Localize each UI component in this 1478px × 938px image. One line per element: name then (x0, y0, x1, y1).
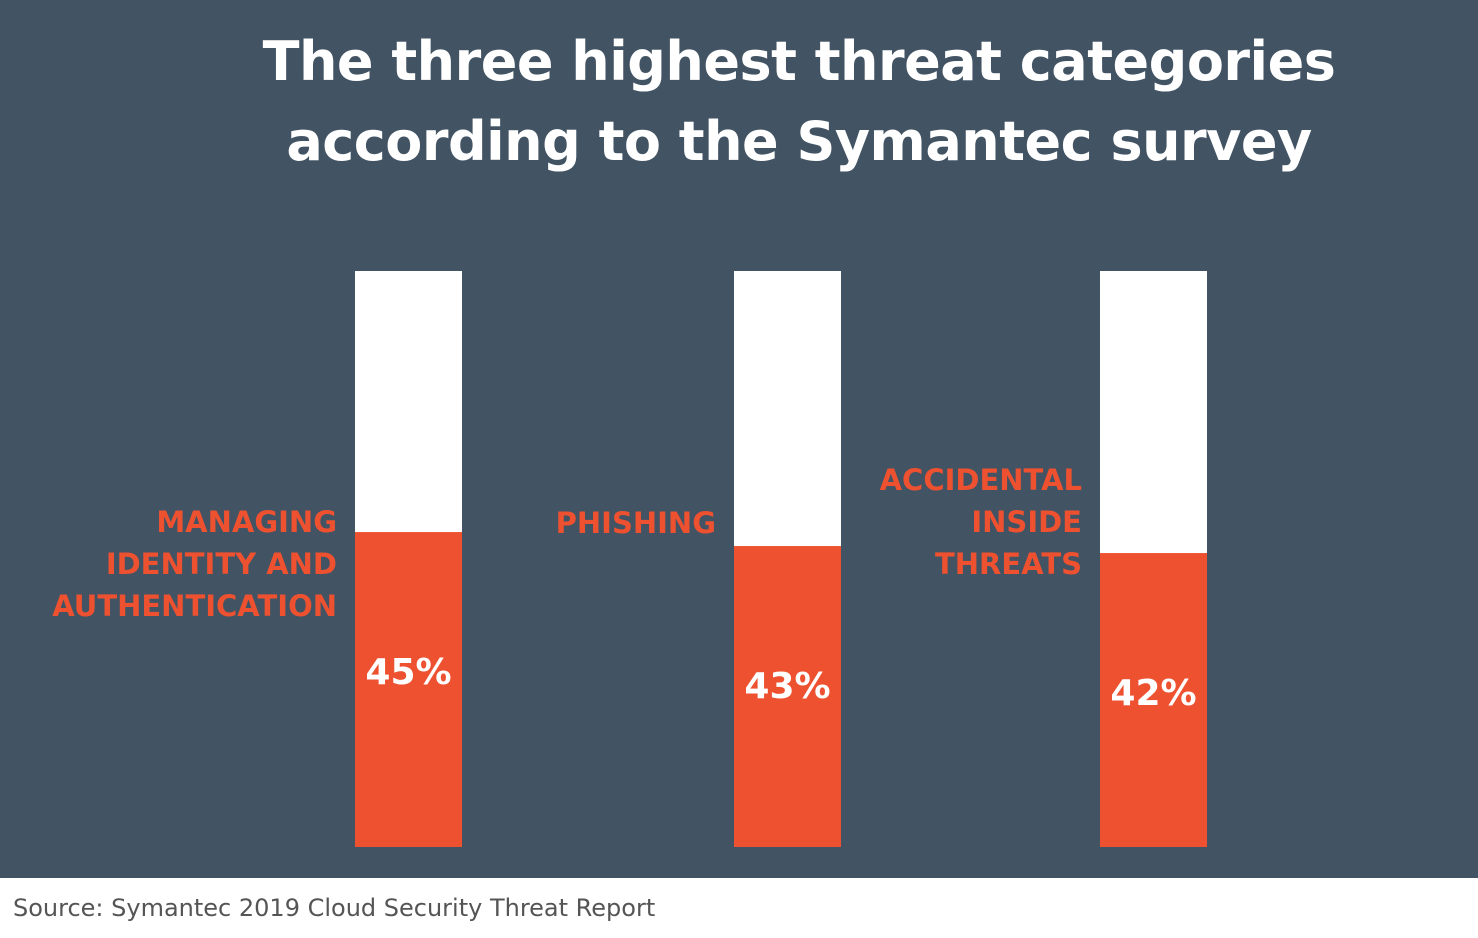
data-label: 42% (1110, 673, 1196, 714)
chart-title-line-2: according to the Symantec survey (286, 110, 1312, 173)
data-label: 43% (744, 666, 830, 707)
bar (734, 546, 841, 847)
bar (1100, 553, 1207, 847)
data-label: 45% (365, 652, 451, 693)
category-label: ACCIDENTAL (880, 463, 1082, 497)
category-label: INSIDE (971, 505, 1082, 539)
chart-title: The three highest threat categories acco… (0, 22, 1478, 182)
bar (355, 532, 462, 847)
bar-chart: 45% MANAGING IDENTITY AND AUTHENTICATION 43%… (52, 271, 1207, 847)
category-label: PHISHING (556, 506, 716, 540)
category-label: IDENTITY AND (106, 547, 337, 581)
category-label: MANAGING (156, 505, 337, 539)
chart-title-line-1: The three highest threat categories (262, 30, 1336, 93)
source-note: Source: Symantec 2019 Cloud Security Thr… (13, 894, 656, 922)
category-label: THREATS (935, 547, 1082, 581)
category-label: AUTHENTICATION (52, 589, 337, 623)
